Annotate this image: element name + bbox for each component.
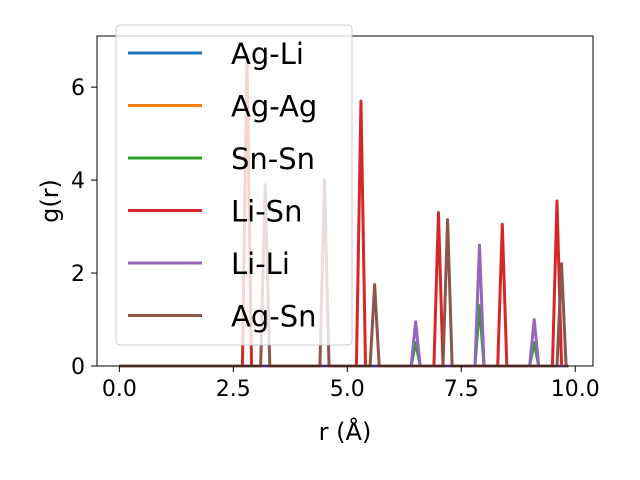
legend-box	[115, 24, 353, 346]
x-axis: 0.0 2.5 5.0 7.5 10.0	[102, 366, 600, 402]
x-tick-label: 0.0	[102, 377, 137, 402]
x-axis-label: r (Å)	[319, 417, 372, 446]
legend-label: Li-Sn	[231, 195, 302, 229]
legend-label: Ag-Sn	[231, 300, 317, 334]
legend-label: Ag-Li	[231, 37, 304, 71]
x-tick-label: 7.5	[444, 377, 479, 402]
y-tick-label: 6	[71, 76, 85, 101]
legend-label: Li-Li	[231, 247, 290, 281]
x-tick-label: 10.0	[551, 377, 600, 402]
y-tick-label: 0	[71, 355, 85, 380]
y-axis: 0 2 4 6	[71, 76, 97, 380]
series-line-li-li	[119, 243, 569, 368]
legend-items: Ag-Li Ag-Ag Sn-Sn Li-Sn Li-Li Ag-Sn	[128, 37, 317, 334]
y-tick-label: 4	[71, 169, 85, 194]
legend-label: Sn-Sn	[231, 142, 315, 176]
x-tick-label: 2.5	[216, 377, 251, 402]
y-tick-label: 2	[71, 262, 85, 287]
legend-label: Ag-Ag	[231, 90, 317, 124]
x-tick-label: 5.0	[330, 377, 365, 402]
y-axis-label: g(r)	[36, 179, 64, 223]
legend: Ag-Li Ag-Ag Sn-Sn Li-Sn Li-Li Ag-Sn	[115, 24, 353, 346]
